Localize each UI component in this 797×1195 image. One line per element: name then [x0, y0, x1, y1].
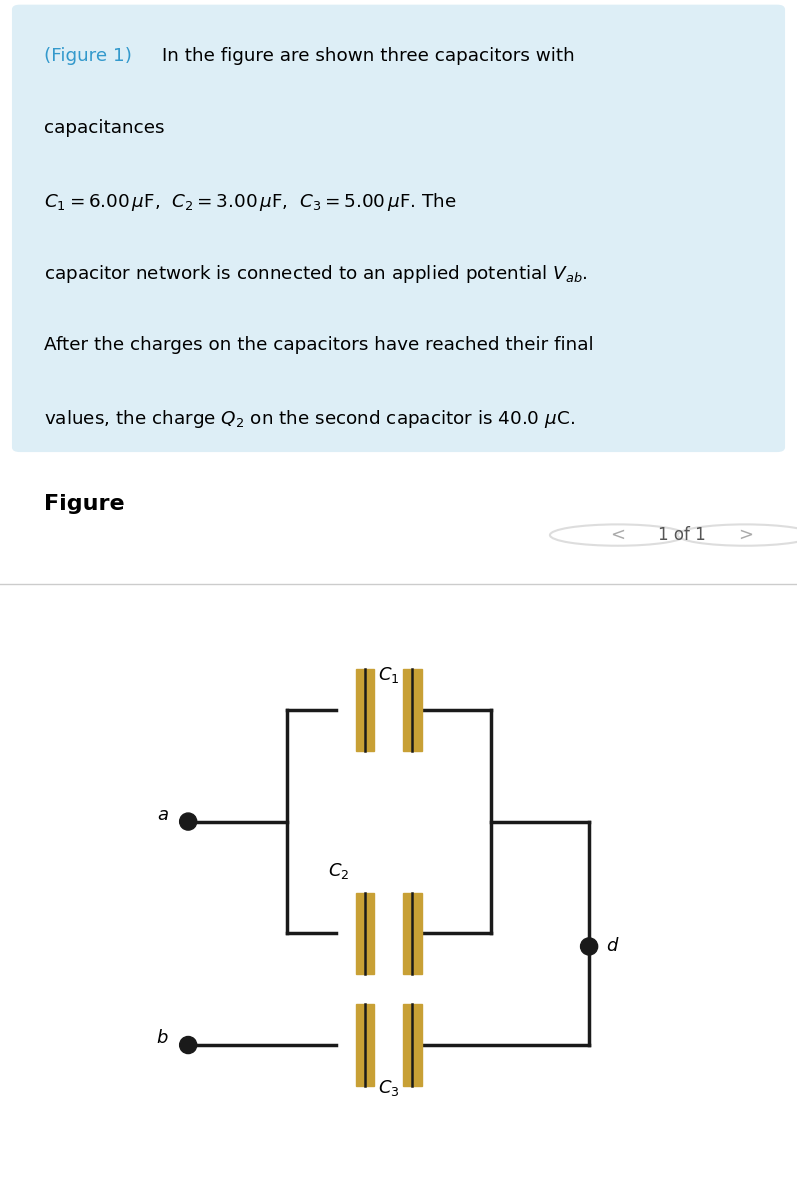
Bar: [355, 1004, 374, 1086]
Text: After the charges on the capacitors have reached their final: After the charges on the capacitors have…: [44, 336, 594, 354]
Text: $a$: $a$: [157, 805, 168, 825]
Circle shape: [550, 525, 685, 546]
Text: $b$: $b$: [156, 1029, 168, 1048]
Text: $C_1$: $C_1$: [378, 664, 399, 685]
Text: >: >: [738, 526, 752, 544]
Text: In the figure are shown three capacitors with: In the figure are shown three capacitors…: [162, 47, 575, 65]
Text: capacitances: capacitances: [44, 118, 164, 137]
Bar: [403, 1004, 422, 1086]
Text: $C_1 = 6.00\,\mu\mathrm{F}$,  $C_2 = 3.00\,\mu\mathrm{F}$,  $C_3 = 5.00\,\mu\mat: $C_1 = 6.00\,\mu\mathrm{F}$, $C_2 = 3.00…: [44, 191, 457, 213]
Text: Figure: Figure: [44, 494, 124, 514]
Text: $C_2$: $C_2$: [328, 860, 349, 881]
Text: $C_3$: $C_3$: [378, 1078, 399, 1098]
Circle shape: [179, 813, 197, 831]
Text: <: <: [611, 526, 625, 544]
Text: (Figure 1): (Figure 1): [44, 47, 132, 65]
Circle shape: [677, 525, 797, 546]
Bar: [355, 893, 374, 974]
Circle shape: [580, 938, 598, 955]
FancyBboxPatch shape: [12, 5, 785, 452]
Bar: [403, 669, 422, 750]
Text: $d$: $d$: [606, 937, 619, 956]
Bar: [403, 893, 422, 974]
Text: capacitor network is connected to an applied potential $V_{ab}$.: capacitor network is connected to an app…: [44, 263, 587, 286]
Circle shape: [179, 1036, 197, 1054]
Bar: [355, 669, 374, 750]
Text: 1 of 1: 1 of 1: [658, 526, 705, 544]
Text: values, the charge $Q_2$ on the second capacitor is 40.0 $\mu$C.: values, the charge $Q_2$ on the second c…: [44, 407, 575, 430]
